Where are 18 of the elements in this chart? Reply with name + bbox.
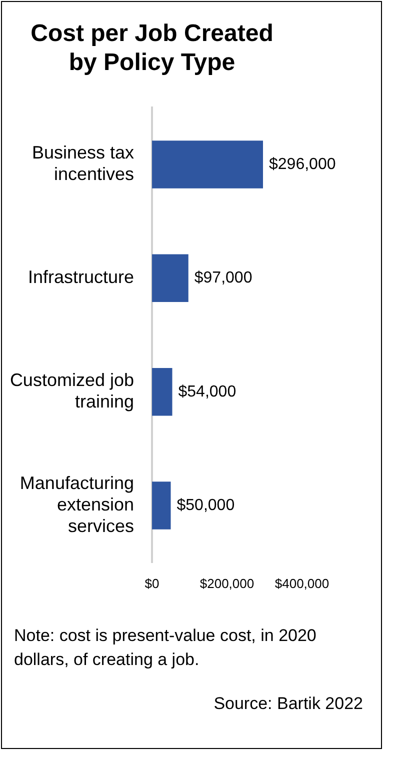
y-tick-label: Manufacturing extension services: [20, 472, 134, 536]
y-tick-label: Infrastructure: [28, 267, 134, 288]
y-tick-label: Customized job training: [10, 370, 134, 412]
x-tick-label: $0: [144, 576, 160, 591]
bar: [152, 368, 172, 416]
x-tick-label: $400,000: [274, 576, 330, 591]
data-label: $97,000: [194, 270, 252, 287]
data-label: $54,000: [178, 383, 236, 400]
x-tick-label: $200,000: [200, 576, 254, 591]
chart-title: Cost per Job Created by Policy Type: [30, 20, 274, 76]
source-note: Source: Bartik 2022: [212, 693, 363, 715]
bar: [152, 254, 188, 302]
data-label: $50,000: [176, 496, 235, 514]
y-tick-label: Business tax incentives: [32, 142, 134, 184]
data-label: $296,000: [269, 156, 336, 173]
text: Note: cost is present-value cost, in 2020 dollars, of creating a job.: [14, 625, 318, 671]
bar: [152, 482, 171, 530]
bar: [152, 140, 263, 188]
